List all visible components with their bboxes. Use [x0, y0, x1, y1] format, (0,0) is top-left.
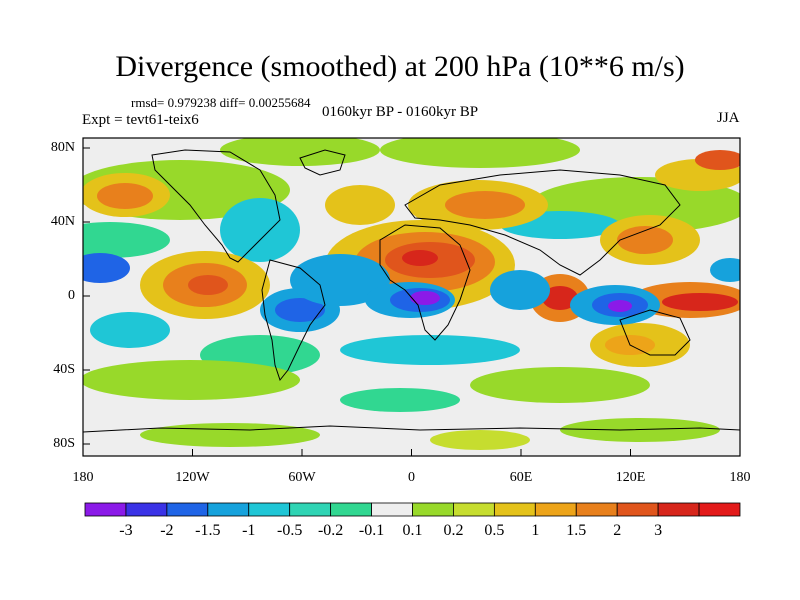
lon-label-180w: 180: [72, 470, 94, 485]
colorbar-label: 0.2: [443, 522, 464, 539]
colorbar-swatch: [575, 502, 618, 517]
colorbar-label: 0.5: [484, 522, 505, 539]
colorbar-swatch: [371, 502, 413, 517]
colorbar-label: 2: [613, 522, 622, 539]
colorbar-label: -1.5: [195, 522, 221, 539]
lon-label-120e: 120E: [615, 470, 646, 485]
plot-title: Divergence (smoothed) at 200 hPa (10**6 …: [115, 50, 685, 83]
lat-label-0: 0: [68, 288, 75, 303]
time-period-label: 0160kyr BP - 0160kyr BP: [322, 104, 479, 120]
colorbar-swatch: [616, 502, 659, 517]
colorbar-label: 3: [654, 522, 663, 539]
colorbar-swatch: [412, 502, 454, 517]
lat-label-40s: 40S: [53, 362, 75, 377]
lon-label-120w: 120W: [175, 470, 210, 485]
colorbar-swatch: [166, 502, 209, 517]
colorbar-label: 1.5: [566, 522, 587, 539]
colorbar-swatch: [453, 502, 495, 517]
lat-label-80n: 80N: [50, 140, 75, 155]
experiment-label: Expt = tevt61-teix6: [82, 112, 199, 128]
colorbar-swatch: [493, 502, 536, 517]
colorbar-label: -2: [160, 522, 174, 539]
lon-label-60w: 60W: [288, 470, 316, 485]
season-label: JJA: [717, 110, 740, 126]
colorbar-swatch: [698, 502, 741, 517]
lon-label-0: 0: [408, 470, 415, 485]
colorbar-swatch: [248, 502, 291, 517]
colorbar-swatch: [125, 502, 168, 517]
lon-label-60e: 60E: [509, 470, 533, 485]
rmsd-diff-stats: rmsd= 0.979238 diff= 0.00255684: [131, 95, 311, 110]
coastlines: [82, 149, 741, 433]
lat-label-80s: 80S: [53, 436, 75, 451]
colorbar-swatch: [330, 502, 372, 517]
colorbar-label: -3: [119, 522, 133, 539]
colorbar-swatch: [84, 502, 127, 517]
colorbar-label: -0.5: [277, 522, 303, 539]
lat-label-40n: 40N: [50, 214, 75, 229]
lon-label-180e: 180: [729, 470, 751, 485]
colorbar-label: -1: [242, 522, 256, 539]
colorbar-label: -0.2: [317, 522, 344, 539]
colorbar-swatch: [534, 502, 577, 517]
colorbar-swatch: [289, 502, 332, 517]
colorbar: [84, 502, 741, 517]
colorbar-label: 0.1: [402, 522, 423, 539]
colorbar-swatch: [207, 502, 250, 517]
colorbar-label: 1: [531, 522, 540, 539]
colorbar-swatch: [657, 502, 700, 517]
colorbar-label: -0.1: [358, 522, 385, 539]
axis-ticks: [82, 147, 741, 456]
